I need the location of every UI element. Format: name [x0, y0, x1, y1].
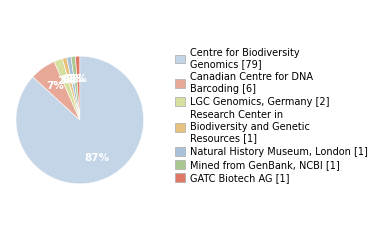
Wedge shape — [66, 57, 80, 120]
Text: 2%: 2% — [57, 76, 74, 86]
Text: 87%: 87% — [84, 153, 109, 163]
Text: 1%: 1% — [70, 73, 87, 84]
Wedge shape — [33, 62, 80, 120]
Wedge shape — [71, 56, 80, 120]
Legend: Centre for Biodiversity
Genomics [79], Canadian Centre for DNA
Barcoding [6], LG: Centre for Biodiversity Genomics [79], C… — [176, 48, 368, 183]
Wedge shape — [54, 59, 80, 120]
Text: 1%: 1% — [64, 74, 82, 84]
Text: 1%: 1% — [66, 74, 84, 84]
Wedge shape — [75, 56, 80, 120]
Text: 1%: 1% — [61, 75, 79, 85]
Wedge shape — [62, 58, 80, 120]
Text: 7%: 7% — [47, 81, 65, 91]
Wedge shape — [16, 56, 144, 184]
